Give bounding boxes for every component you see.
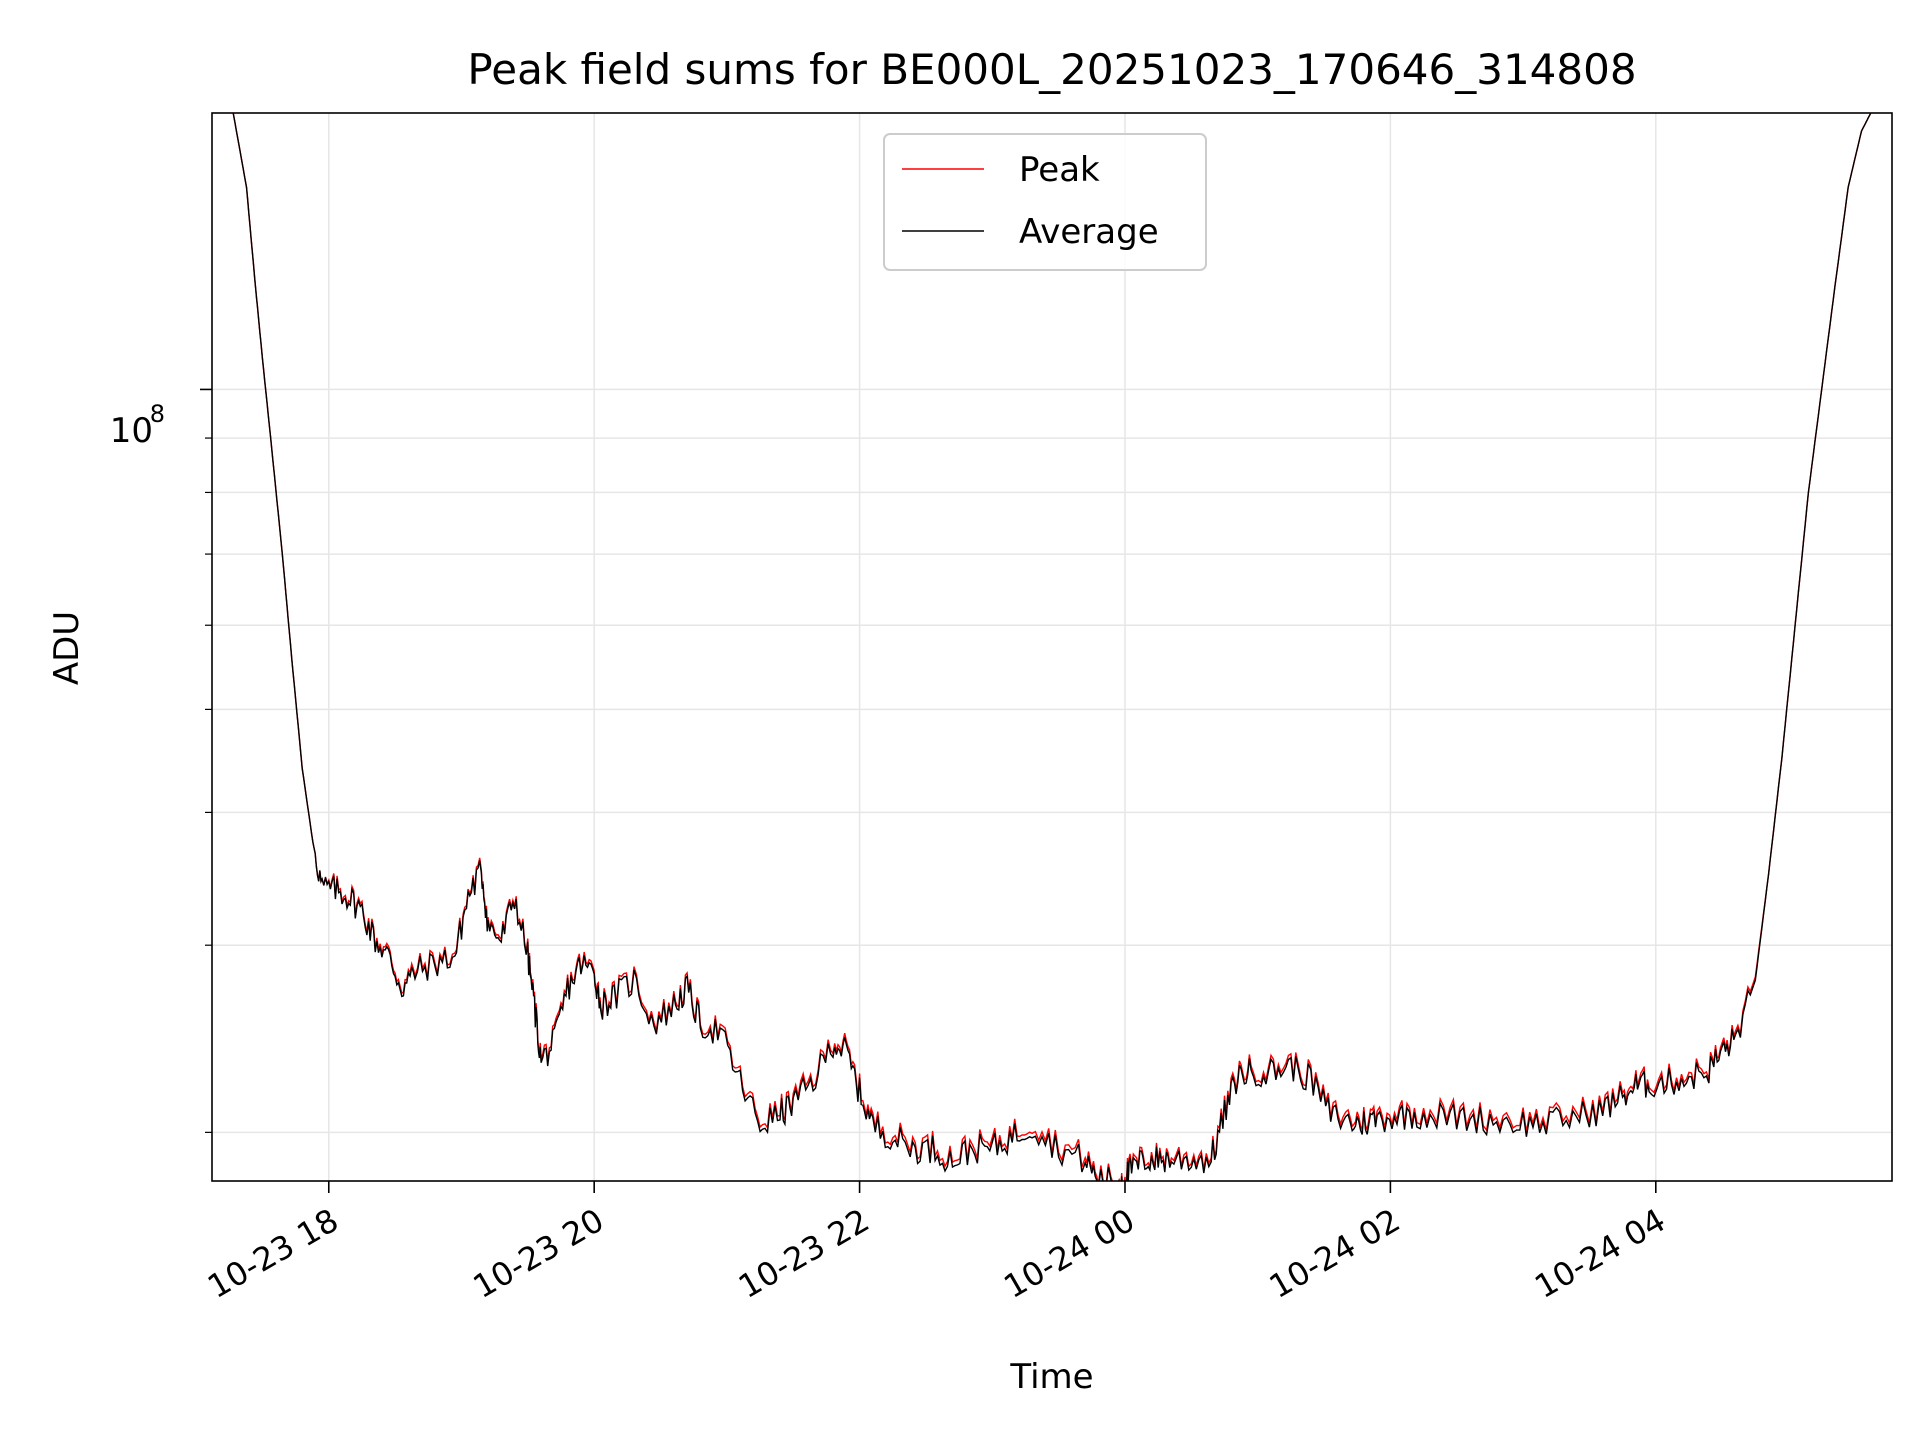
legend: Peak Average (883, 133, 1207, 271)
series-line-average (232, 113, 1872, 1181)
legend-peak-label: Peak (1019, 150, 1100, 190)
y-major-tick-exponent: 8 (150, 400, 165, 428)
series-group (232, 113, 1872, 1181)
y-axis-label: ADU (47, 611, 87, 685)
plot-frame (211, 112, 1893, 1182)
legend-average-label: Average (1019, 212, 1159, 252)
y-axis-ticks (200, 388, 212, 1133)
x-axis-label: Time (1009, 1357, 1093, 1397)
y-major-tick-label: 10 (110, 411, 153, 451)
grid-lines (212, 113, 1892, 1181)
legend-box (883, 133, 1207, 271)
chart-title: Peak field sums for BE000L_20251023_1706… (467, 45, 1636, 94)
